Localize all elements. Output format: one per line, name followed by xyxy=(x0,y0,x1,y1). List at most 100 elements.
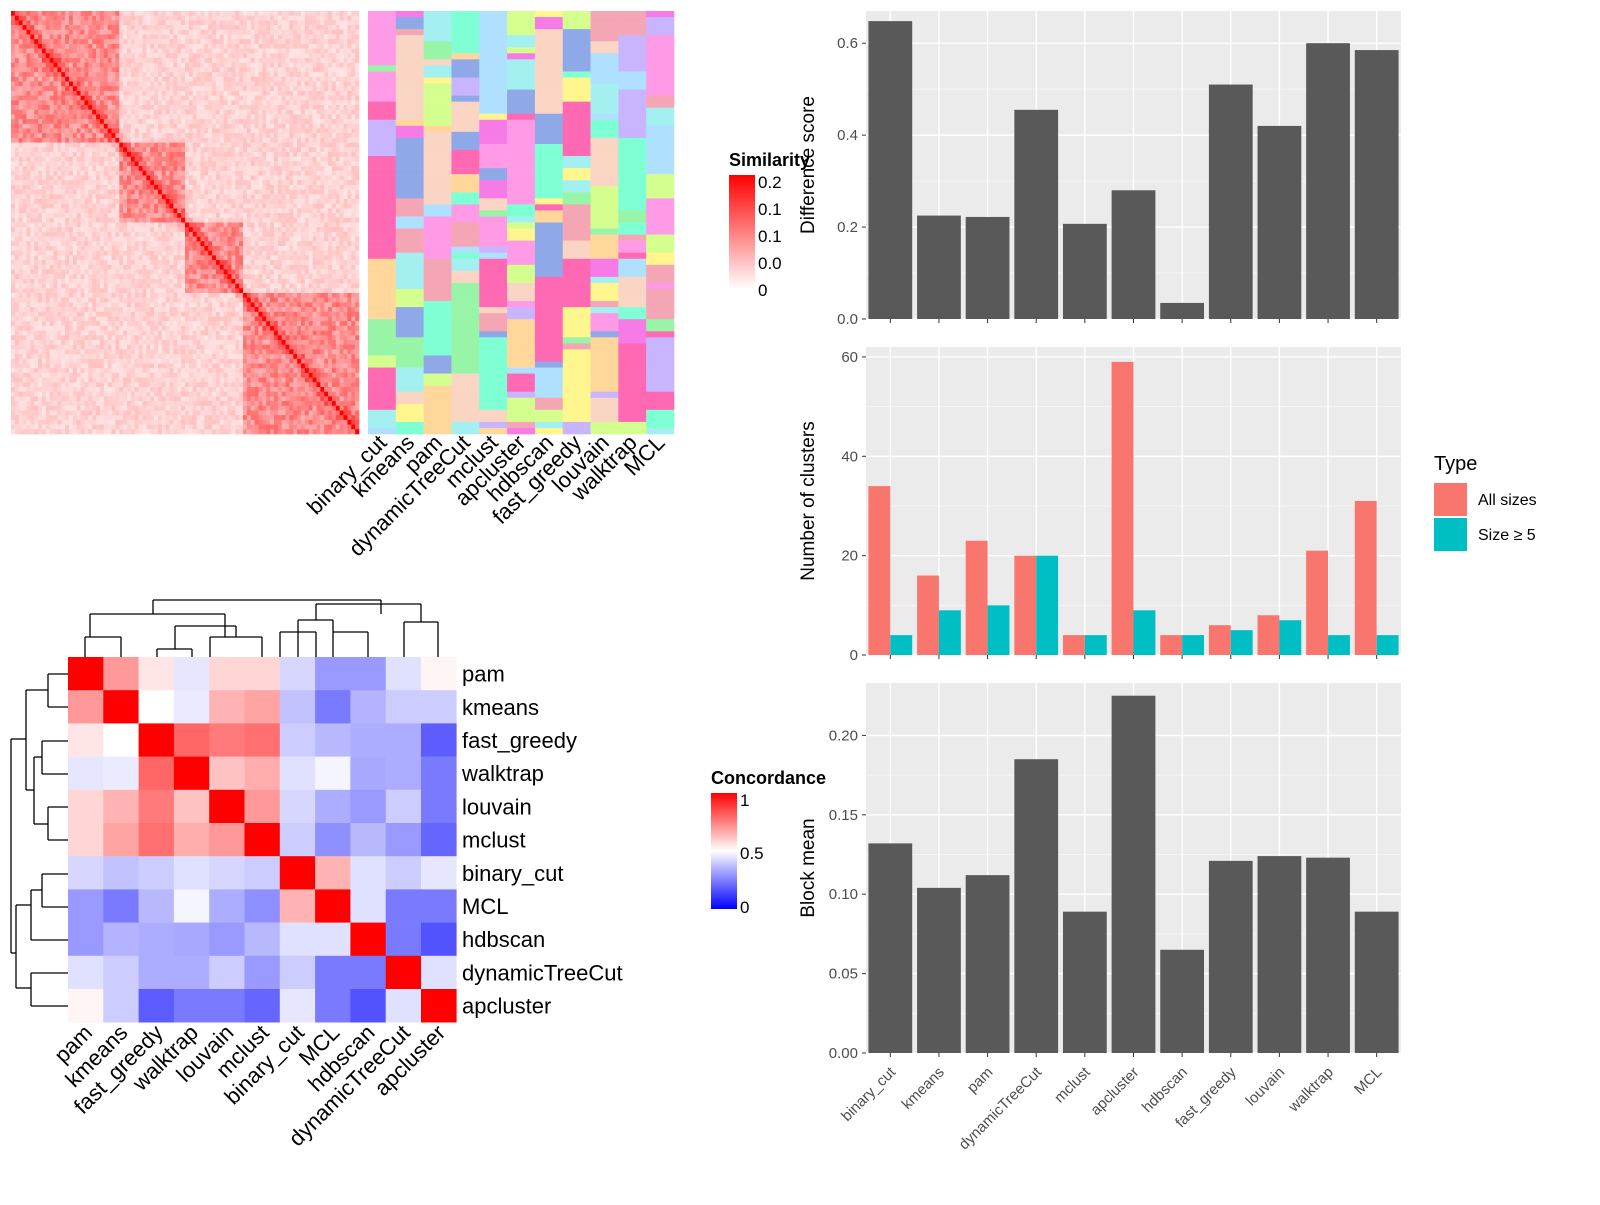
similarity-cell xyxy=(115,250,120,256)
similarity-cell xyxy=(339,213,344,219)
similarity-cell xyxy=(157,67,163,73)
similarity-cell xyxy=(250,58,255,63)
similarity-cell xyxy=(262,199,267,204)
similarity-cell xyxy=(293,260,298,266)
similarity-cell xyxy=(92,222,97,228)
similarity-cell xyxy=(246,11,252,16)
similarity-cell xyxy=(99,269,105,275)
similarity-cell xyxy=(157,222,163,228)
similarity-cell xyxy=(200,62,205,68)
similarity-cell xyxy=(61,161,66,167)
similarity-cell xyxy=(127,255,132,261)
similarity-cell xyxy=(34,213,39,219)
similarity-cell xyxy=(53,114,58,120)
similarity-cell xyxy=(119,264,124,270)
similarity-cell xyxy=(80,25,85,31)
similarity-cell xyxy=(123,109,128,115)
similarity-cell xyxy=(65,241,70,247)
similarity-cell xyxy=(45,20,50,26)
similarity-cell xyxy=(243,236,248,242)
similarity-cell xyxy=(243,170,248,176)
similarity-cell xyxy=(181,105,186,110)
similarity-cell xyxy=(38,246,43,251)
similarity-cell xyxy=(173,227,178,233)
similarity-cell xyxy=(343,53,348,59)
similarity-cell xyxy=(115,123,120,129)
similarity-cell xyxy=(177,119,182,125)
similarity-cell xyxy=(270,114,275,120)
similarity-cell xyxy=(270,231,275,237)
similarity-cell xyxy=(324,175,329,181)
similarity-cell xyxy=(154,142,159,148)
similarity-cell xyxy=(119,95,124,101)
similarity-cell xyxy=(273,29,279,35)
similarity-cell xyxy=(165,166,170,172)
similarity-cell xyxy=(111,241,116,247)
similarity-cell xyxy=(84,137,89,143)
similarity-cell xyxy=(26,264,31,270)
similarity-cell xyxy=(65,231,70,237)
similarity-cell xyxy=(150,11,155,16)
similarity-cell xyxy=(258,133,263,139)
similarity-cell xyxy=(277,20,282,26)
similarity-cell xyxy=(243,128,248,134)
similarity-cell xyxy=(316,255,321,261)
similarity-cell xyxy=(80,241,85,247)
similarity-cell xyxy=(239,231,244,237)
similarity-cell xyxy=(355,43,360,49)
similarity-cell xyxy=(57,170,62,176)
similarity-cell xyxy=(173,128,178,134)
similarity-cell xyxy=(181,217,186,223)
similarity-cell xyxy=(181,241,186,247)
similarity-cell xyxy=(227,236,232,242)
similarity-cell xyxy=(200,72,205,78)
similarity-cell xyxy=(324,246,329,251)
similarity-cell xyxy=(204,231,209,237)
similarity-cell xyxy=(123,100,128,106)
similarity-cell xyxy=(308,58,313,63)
similarity-cell xyxy=(246,260,252,266)
similarity-cell xyxy=(165,15,170,21)
similarity-cell xyxy=(157,236,163,242)
similarity-cell xyxy=(324,199,329,204)
similarity-cell xyxy=(80,133,85,139)
similarity-cell xyxy=(11,39,16,45)
similarity-cell xyxy=(289,152,294,157)
similarity-cell xyxy=(130,166,136,172)
similarity-cell xyxy=(277,213,282,219)
similarity-cell xyxy=(304,184,310,190)
similarity-cell xyxy=(96,213,101,219)
similarity-cell xyxy=(301,11,306,16)
similarity-cell xyxy=(235,76,240,82)
similarity-cell xyxy=(34,250,39,256)
similarity-cell xyxy=(173,161,178,167)
similarity-cell xyxy=(316,194,321,200)
similarity-cell xyxy=(254,260,259,266)
similarity-cell xyxy=(258,34,263,40)
similarity-cell xyxy=(142,250,147,256)
similarity-cell xyxy=(246,246,252,251)
similarity-cell xyxy=(324,100,329,106)
similarity-cell xyxy=(41,269,47,275)
similarity-cell xyxy=(99,264,105,270)
similarity-cell xyxy=(308,119,313,125)
similarity-cell xyxy=(200,194,205,200)
similarity-cell xyxy=(192,194,197,200)
similarity-cell xyxy=(185,95,190,101)
similarity-cell xyxy=(266,246,271,251)
similarity-cell xyxy=(119,128,124,134)
similarity-cell xyxy=(181,147,186,153)
similarity-cell xyxy=(34,29,39,35)
similarity-cell xyxy=(138,194,143,200)
similarity-cell xyxy=(57,67,62,73)
similarity-cell xyxy=(154,246,159,251)
similarity-cell xyxy=(88,194,93,200)
similarity-cell xyxy=(316,156,321,162)
similarity-cell xyxy=(111,34,116,40)
similarity-cell xyxy=(92,11,97,16)
similarity-cell xyxy=(30,29,35,35)
similarity-cell xyxy=(107,194,112,200)
similarity-cell xyxy=(22,180,27,186)
similarity-cell xyxy=(14,217,20,223)
similarity-cell xyxy=(157,180,163,186)
